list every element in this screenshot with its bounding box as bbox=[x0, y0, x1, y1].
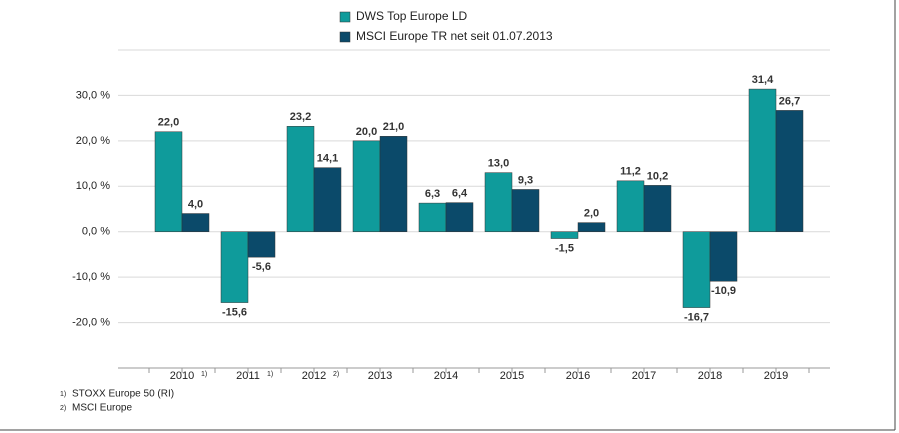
x-tick-label: 2013 bbox=[368, 370, 392, 382]
bar bbox=[643, 185, 672, 232]
y-tick-label: -20,0 % bbox=[72, 316, 110, 328]
legend-label: DWS Top Europe LD bbox=[356, 9, 467, 23]
bar bbox=[709, 231, 738, 282]
value-label: 31,4 bbox=[752, 74, 774, 86]
x-tick-label: 2011 bbox=[236, 370, 260, 382]
value-label: 2,0 bbox=[584, 208, 599, 220]
bar bbox=[181, 213, 210, 232]
bar bbox=[577, 222, 606, 232]
footnote-text: MSCI Europe bbox=[72, 403, 132, 414]
value-label: 22,0 bbox=[158, 117, 179, 129]
bar bbox=[616, 180, 645, 232]
bar bbox=[286, 126, 315, 232]
value-label: 26,7 bbox=[779, 95, 800, 107]
bar bbox=[445, 202, 474, 232]
bar bbox=[313, 167, 342, 232]
bar bbox=[550, 231, 579, 239]
value-label: -5,6 bbox=[252, 261, 271, 273]
value-label: -15,6 bbox=[222, 306, 247, 318]
value-label: 14,1 bbox=[317, 153, 338, 165]
value-label: -10,9 bbox=[711, 285, 736, 297]
x-tick-label: 2018 bbox=[698, 370, 722, 382]
legend-label: MSCI Europe TR net seit 01.07.2013 bbox=[356, 29, 553, 43]
value-label: -1,5 bbox=[555, 242, 574, 254]
x-tick-label: 2016 bbox=[566, 370, 590, 382]
value-label: 21,0 bbox=[383, 121, 404, 133]
footnote-marker: 2) bbox=[60, 405, 66, 412]
y-tick-label: 30,0 % bbox=[76, 89, 110, 101]
bar bbox=[220, 231, 249, 303]
value-label: 23,2 bbox=[290, 111, 311, 123]
value-label: 4,0 bbox=[188, 198, 203, 210]
value-label: 10,2 bbox=[647, 170, 668, 182]
x-tick-label: 2014 bbox=[434, 370, 458, 382]
bar bbox=[352, 140, 381, 232]
bar bbox=[682, 231, 711, 308]
bar bbox=[154, 131, 183, 232]
value-label: 6,3 bbox=[425, 188, 440, 200]
bar bbox=[775, 110, 804, 232]
category-note: 2) bbox=[333, 371, 339, 378]
footnote-text: STOXX Europe 50 (RI) bbox=[72, 389, 174, 400]
x-tick-label: 2012 bbox=[302, 370, 326, 382]
category-note: 1) bbox=[201, 371, 207, 378]
y-tick-label: -10,0 % bbox=[72, 271, 110, 283]
footnote-marker: 1) bbox=[60, 391, 66, 398]
value-label: 6,4 bbox=[452, 188, 468, 200]
value-label: 9,3 bbox=[518, 174, 533, 186]
value-label: 20,0 bbox=[356, 126, 377, 138]
category-note: 1) bbox=[267, 371, 273, 378]
y-tick-label: 20,0 % bbox=[76, 135, 110, 147]
bar bbox=[247, 231, 276, 258]
x-tick-label: 2015 bbox=[500, 370, 524, 382]
y-tick-label: 0,0 % bbox=[82, 226, 110, 238]
legend-swatch bbox=[339, 11, 351, 23]
bar bbox=[418, 202, 447, 232]
bar bbox=[511, 189, 540, 232]
value-label: -16,7 bbox=[684, 311, 709, 323]
x-tick-label: 2010 bbox=[170, 370, 194, 382]
bar bbox=[484, 172, 513, 232]
value-label: 13,0 bbox=[488, 158, 509, 170]
bar bbox=[748, 88, 777, 232]
legend-swatch bbox=[339, 31, 351, 43]
value-label: 11,2 bbox=[620, 166, 641, 178]
bar bbox=[379, 136, 408, 232]
x-tick-label: 2019 bbox=[764, 370, 788, 382]
y-tick-label: 10,0 % bbox=[76, 180, 110, 192]
x-tick-label: 2017 bbox=[632, 370, 656, 382]
